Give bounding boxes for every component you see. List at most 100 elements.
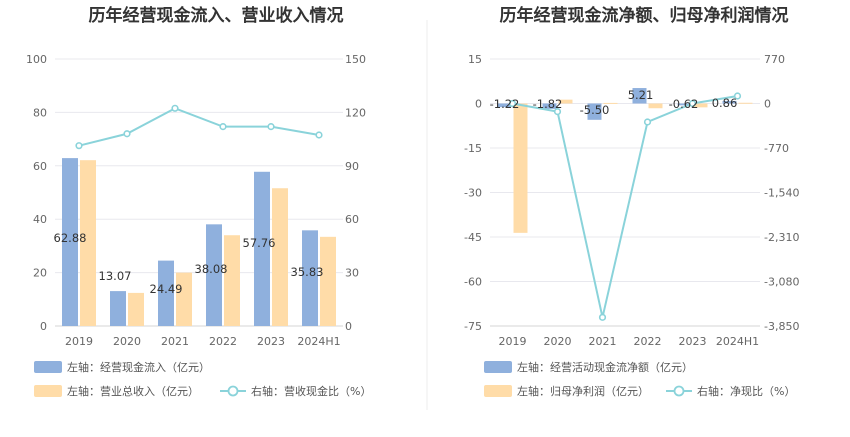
bar-revenue: [128, 292, 144, 326]
left-axis-tick-label: 20: [33, 267, 47, 280]
chart-2-right-axis: -3,850 -3,080 -2,310 -1,540 -770 0 770: [764, 53, 799, 333]
right-axis-tick-label: -1,540: [764, 187, 799, 200]
left-axis-tick-label: 100: [26, 53, 47, 66]
right-axis-tick-label: 60: [345, 213, 359, 226]
left-axis-tick-label: 0: [475, 98, 482, 111]
x-axis-tick-label: 2024H1: [716, 335, 759, 348]
chart-2-legend: 左轴：经营活动现金流净额（亿元） 左轴：归母净利润（亿元） 右轴：净现比（%）: [484, 360, 795, 398]
data-label: -1.22: [490, 97, 520, 111]
x-axis-tick-label: 2022: [634, 335, 662, 348]
right-axis-tick-label: 150: [345, 53, 366, 66]
ratio-point: [219, 123, 227, 131]
ratio-point: [123, 130, 131, 138]
chart-1-gridlines: [55, 58, 343, 327]
x-axis-tick-label: 2022: [209, 335, 237, 348]
bar-net-cashflow: [722, 100, 737, 104]
left-axis-tick-label: -60: [464, 276, 482, 289]
chart-1-legend: 左轴：经营现金流入（亿元） 左轴：营业总收入（亿元） 右轴：营收现金比（%）: [34, 360, 371, 398]
chart-2-x-axis: 2019 2020 2021 2022 2023 2024H1: [499, 335, 760, 348]
ratio-point: [315, 131, 323, 139]
right-axis-tick-label: -770: [764, 142, 789, 155]
bar-revenue: [80, 160, 96, 326]
legend-swatch-inflow: [34, 361, 62, 373]
chart-2-left-axis: -75 -60 -45 -30 -15 0 15: [464, 53, 482, 333]
bar-cash-inflow: [254, 171, 270, 326]
chart-1-bars: [62, 158, 336, 326]
bar-net-profit: [558, 99, 573, 104]
legend-swatch-net-cashflow: [484, 361, 512, 373]
right-axis-tick-label: -3,080: [764, 276, 799, 289]
chart-1-line: [75, 104, 323, 150]
right-axis-tick-label: 0: [764, 98, 771, 111]
right-axis-tick-label: 770: [764, 53, 785, 66]
left-axis-tick-label: -15: [464, 142, 482, 155]
data-label: 5.21: [628, 88, 654, 102]
ratio-point: [733, 92, 742, 100]
chart-2-line: [508, 92, 742, 321]
x-axis-tick-label: 2020: [113, 335, 141, 348]
x-axis-tick-label: 2021: [589, 335, 617, 348]
left-axis-tick-label: 0: [40, 320, 47, 333]
left-axis-tick-label: -75: [464, 320, 482, 333]
legend-marker-ratio: [227, 385, 239, 397]
bar-net-cashflow: [677, 103, 692, 106]
bar-cash-inflow: [302, 230, 318, 326]
bar-revenue: [176, 272, 192, 326]
chart-2-data-labels: -1.22 -1.82 -5.50 5.21 -0.62 0.86: [490, 88, 738, 117]
chart-1-left-axis: 0 20 40 60 80 100: [26, 53, 47, 333]
right-axis-tick-label: -2,310: [764, 231, 799, 244]
ratio-point: [171, 104, 179, 112]
bar-net-profit: [648, 103, 663, 109]
legend-label-inflow: 左轴：经营现金流入（亿元）: [67, 360, 210, 374]
bar-net-profit: [693, 103, 708, 108]
x-axis-tick-label: 2021: [161, 335, 189, 348]
bar-cash-inflow: [110, 291, 126, 326]
legend-marker-net-ratio: [673, 385, 685, 397]
ratio-point: [267, 123, 275, 131]
data-label: -0.62: [669, 97, 699, 111]
right-axis-tick-label: 30: [345, 267, 359, 280]
chart-1-right-axis: 0 30 60 90 120 150: [345, 53, 366, 333]
ratio-line: [78, 107, 320, 147]
x-axis-tick-label: 2023: [679, 335, 707, 348]
ratio-point: [688, 99, 697, 108]
x-axis-tick-label: 2019: [65, 335, 93, 348]
ratio-point: [508, 99, 517, 108]
left-axis-tick-label: 15: [468, 53, 482, 66]
data-label: 38.08: [195, 262, 228, 276]
chart-cashflow-inflow-revenue: 历年经营现金流入、营业收入情况 0 20 40 60 80 100 0 30 60 90 120 1…: [26, 5, 371, 398]
legend-swatch-net-profit: [484, 385, 512, 397]
legend-label-revenue: 左轴：营业总收入（亿元）: [67, 384, 199, 398]
ratio-line: [512, 95, 738, 318]
data-label: 57.76: [243, 236, 276, 250]
data-label: -5.50: [580, 103, 610, 117]
chart-2-title: 历年经营现金流净额、归母净利润情况: [500, 5, 789, 26]
bar-net-profit: [603, 102, 618, 104]
x-axis-tick-label: 2023: [257, 335, 285, 348]
left-axis-tick-label: -30: [464, 187, 482, 200]
bar-cash-inflow: [206, 224, 222, 326]
left-axis-tick-label: 60: [33, 160, 47, 173]
data-label: 24.49: [150, 282, 183, 296]
ratio-point: [75, 142, 83, 150]
x-axis-tick-label: 2019: [499, 335, 527, 348]
legend-swatch-revenue: [34, 385, 62, 397]
right-axis-tick-label: 120: [345, 106, 366, 119]
bar-net-profit: [738, 102, 753, 104]
bar-revenue: [320, 236, 336, 326]
data-label: 35.83: [291, 265, 324, 279]
right-axis-tick-label: 90: [345, 160, 359, 173]
bar-net-cashflow: [632, 88, 647, 104]
bar-net-cashflow: [542, 103, 557, 109]
x-axis-tick-label: 2020: [544, 335, 572, 348]
legend-label-net-cashflow: 左轴：经营活动现金流净额（亿元）: [517, 360, 693, 374]
left-axis-tick-label: 40: [33, 213, 47, 226]
ratio-point: [598, 313, 607, 321]
bar-cash-inflow: [62, 158, 78, 326]
bar-cash-inflow: [158, 260, 174, 326]
legend-label-ratio: 右轴：营收现金比（%）: [251, 384, 371, 398]
left-axis-tick-label: -45: [464, 231, 482, 244]
right-axis-tick-label: 0: [345, 320, 352, 333]
bar-revenue: [224, 235, 240, 326]
